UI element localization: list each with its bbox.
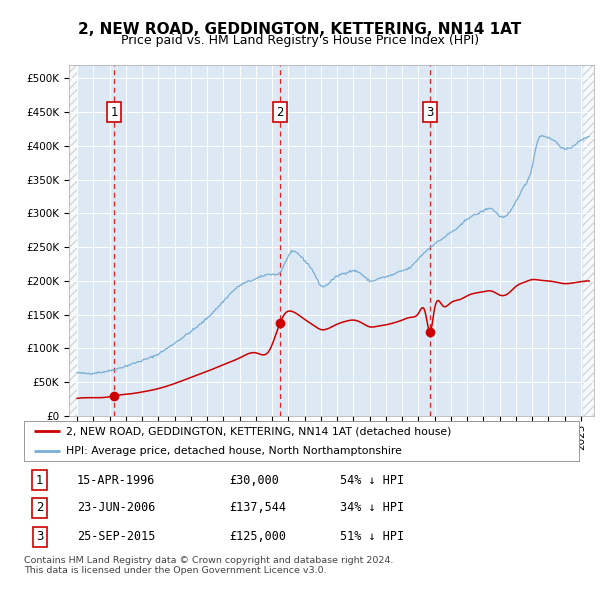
Text: 34% ↓ HPI: 34% ↓ HPI: [340, 502, 404, 514]
Text: 3: 3: [36, 530, 43, 543]
Text: HPI: Average price, detached house, North Northamptonshire: HPI: Average price, detached house, Nort…: [65, 447, 401, 456]
Text: 54% ↓ HPI: 54% ↓ HPI: [340, 474, 404, 487]
Text: 25-SEP-2015: 25-SEP-2015: [77, 530, 155, 543]
Text: Price paid vs. HM Land Registry's House Price Index (HPI): Price paid vs. HM Land Registry's House …: [121, 34, 479, 47]
Text: 3: 3: [427, 106, 434, 119]
Text: 2: 2: [36, 502, 43, 514]
Text: Contains HM Land Registry data © Crown copyright and database right 2024.
This d: Contains HM Land Registry data © Crown c…: [24, 556, 394, 575]
Text: £125,000: £125,000: [229, 530, 286, 543]
Text: 15-APR-1996: 15-APR-1996: [77, 474, 155, 487]
Text: 2: 2: [276, 106, 284, 119]
Text: 1: 1: [110, 106, 118, 119]
Text: 51% ↓ HPI: 51% ↓ HPI: [340, 530, 404, 543]
Text: £30,000: £30,000: [229, 474, 279, 487]
Text: £137,544: £137,544: [229, 502, 286, 514]
Text: 23-JUN-2006: 23-JUN-2006: [77, 502, 155, 514]
Text: 1: 1: [36, 474, 43, 487]
Text: 2, NEW ROAD, GEDDINGTON, KETTERING, NN14 1AT (detached house): 2, NEW ROAD, GEDDINGTON, KETTERING, NN14…: [65, 427, 451, 436]
Text: 2, NEW ROAD, GEDDINGTON, KETTERING, NN14 1AT: 2, NEW ROAD, GEDDINGTON, KETTERING, NN14…: [79, 22, 521, 37]
